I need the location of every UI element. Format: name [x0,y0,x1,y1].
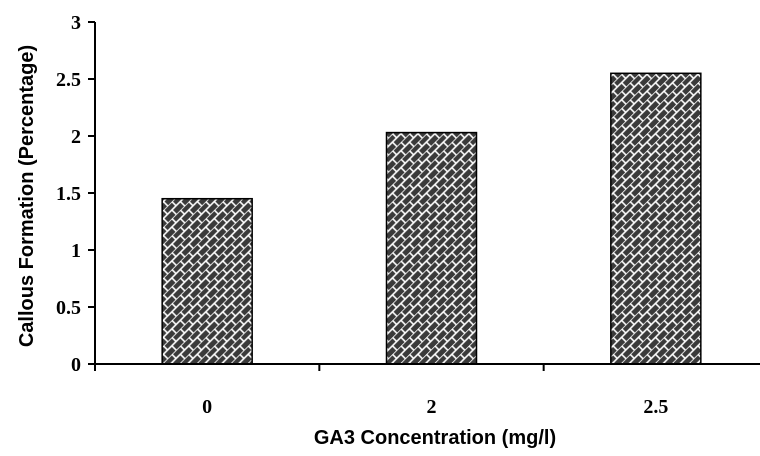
x-axis-ticks: 0 2 2.5 [94,364,668,418]
y-axis-ticks: 0 0.5 1 1.5 2 2.5 3 [56,12,95,376]
x-tick-label: 2.5 [643,396,668,418]
y-tick-label: 1.5 [56,183,81,205]
bar-2 [385,131,478,365]
y-axis-title: Callous Formation (Percentage) [16,45,38,347]
y-tick-label: 0 [71,354,81,376]
x-tick-label: 0 [202,396,212,418]
y-tick-label: 3 [71,12,81,34]
bars-group [161,72,702,365]
x-tick-label: 2 [427,396,437,418]
x-axis-title: GA3 Concentration (mg/l) [314,427,556,449]
bar-0 [161,197,253,365]
y-tick-label: 0.5 [56,297,81,319]
y-tick-label: 2 [71,126,81,148]
bar-2-5 [610,72,702,365]
y-tick-label: 2.5 [56,69,81,91]
y-tick-label: 1 [71,240,81,262]
